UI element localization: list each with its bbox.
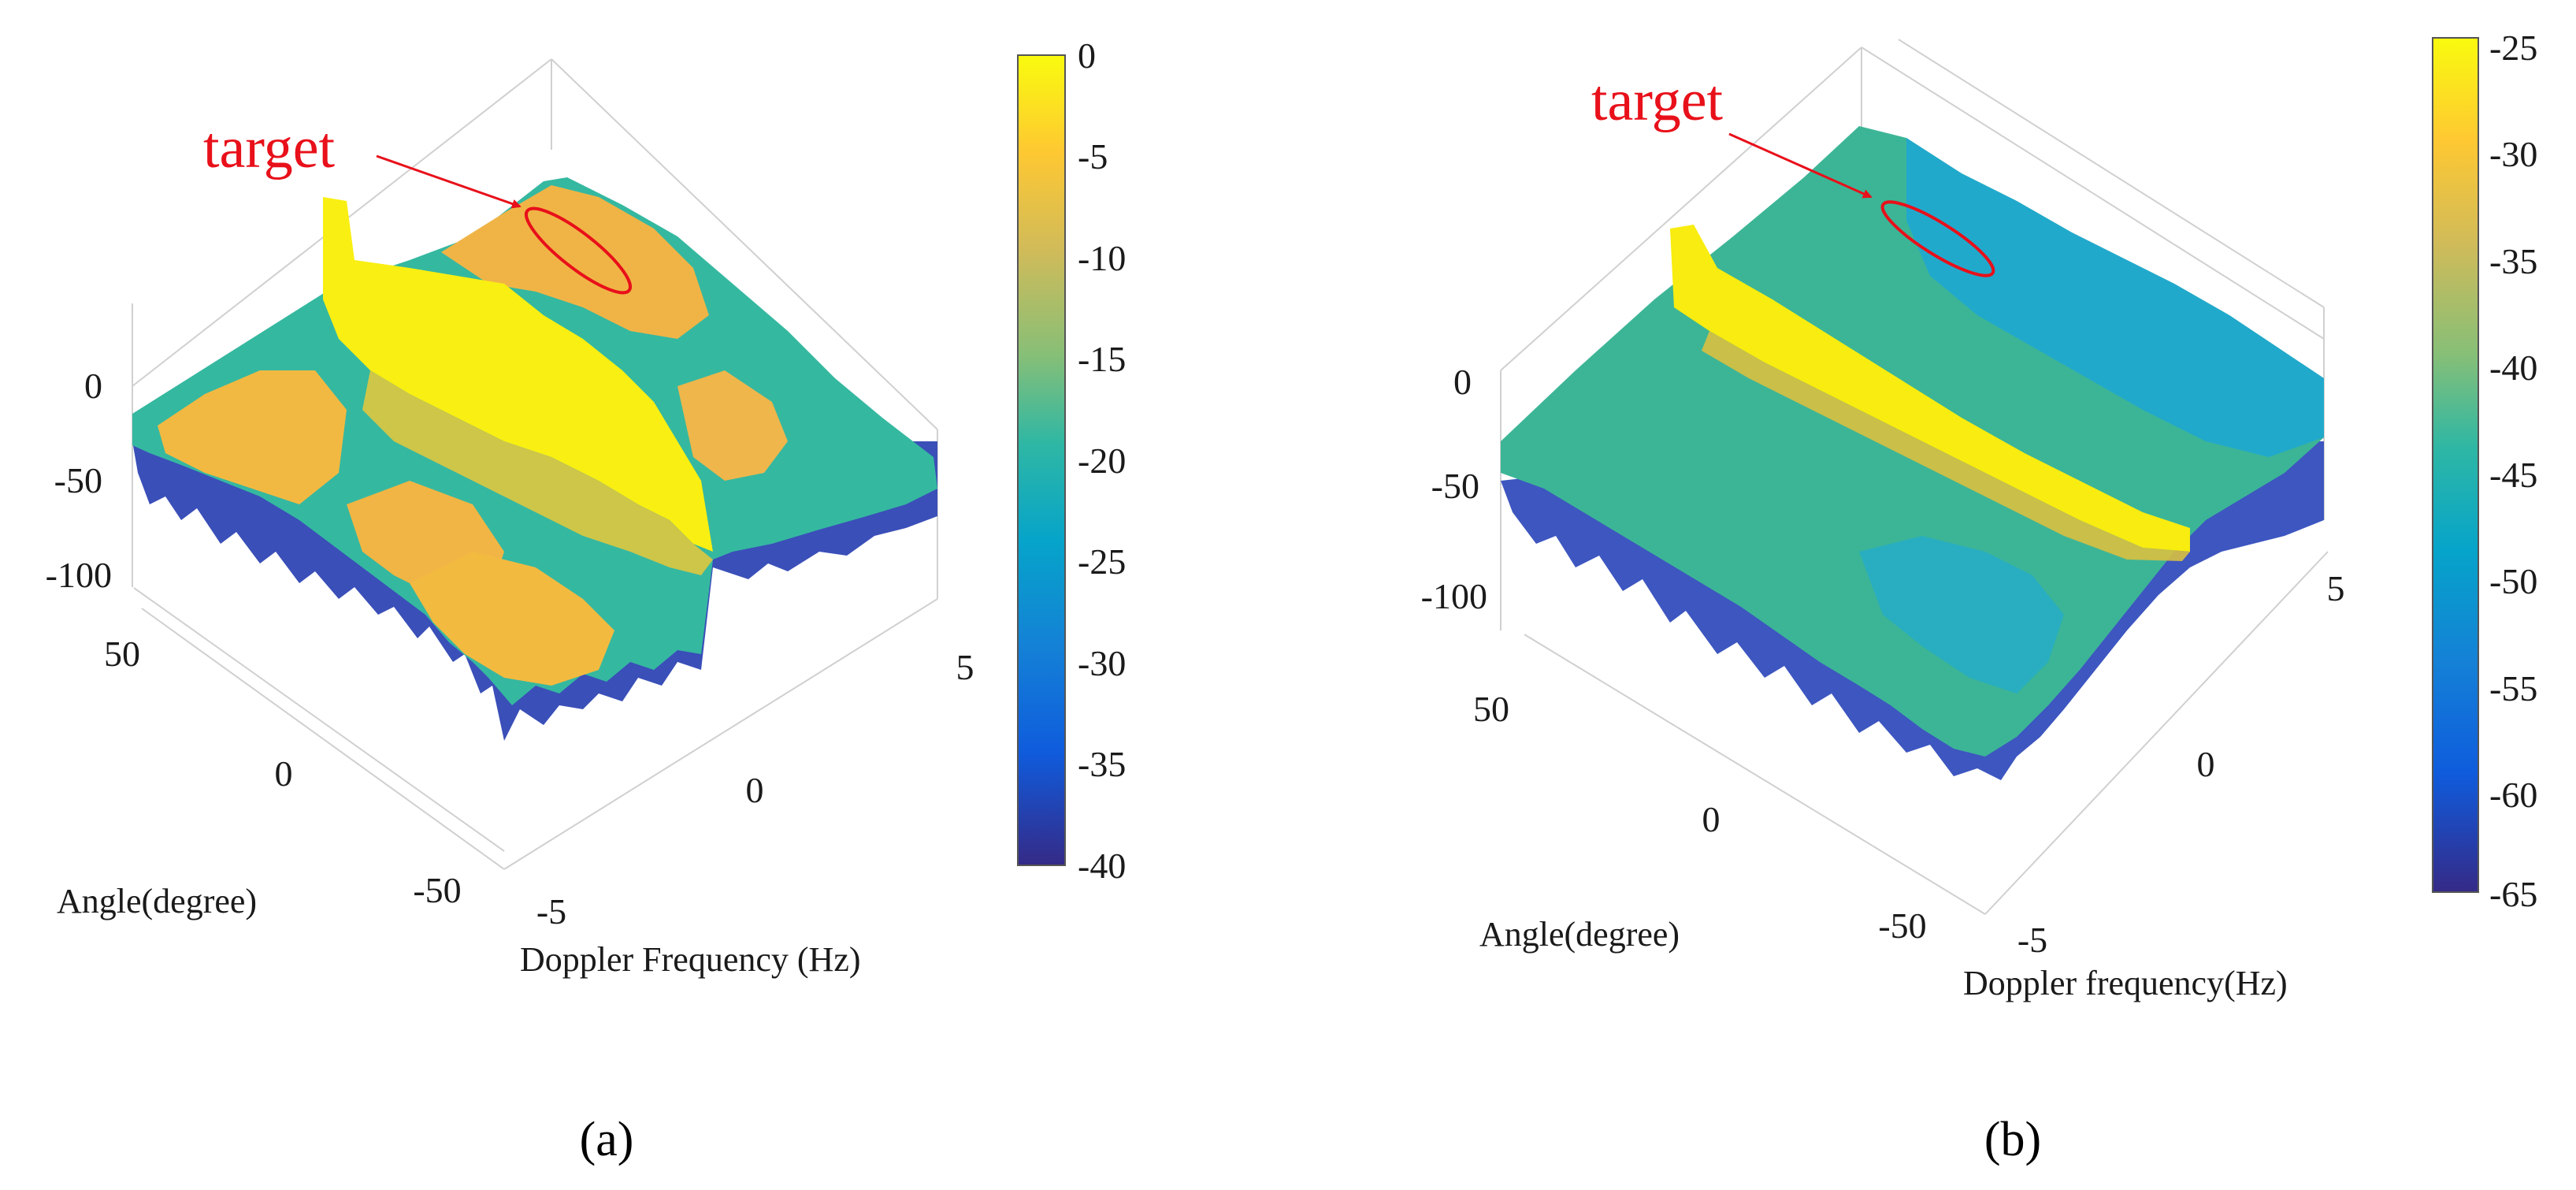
colorbar-b-tick: -50 bbox=[2489, 561, 2537, 601]
svg-text:-50: -50 bbox=[1431, 466, 1479, 506]
surface-a bbox=[132, 177, 937, 741]
y-ticks-b: 50 0 -50 bbox=[1473, 689, 1927, 946]
surface-a-warm-left bbox=[158, 370, 347, 504]
surface-a-warm-front bbox=[410, 552, 614, 686]
colorbar-a-tick: -20 bbox=[1078, 441, 1126, 481]
target-arrow-a bbox=[376, 154, 522, 209]
z-ticks-b: 0 -50 -100 bbox=[1421, 362, 1487, 616]
svg-text:50: 50 bbox=[104, 634, 140, 674]
colorbar-a-tick: -35 bbox=[1078, 744, 1126, 784]
colorbar-a-tick: -10 bbox=[1078, 238, 1126, 278]
target-annotation-b: target bbox=[1591, 69, 1995, 277]
panel-label-b: (b) bbox=[1984, 1113, 2041, 1166]
panel-a: target 0 -50 -100 50 0 -50 -5 0 5 Angle(… bbox=[46, 35, 1127, 1166]
colorbar-b-tick: -45 bbox=[2489, 455, 2537, 495]
y-ticks-a: 50 0 -50 bbox=[104, 634, 462, 910]
target-label-b: target bbox=[1591, 69, 1724, 133]
surface-b-cool-front bbox=[1859, 536, 2064, 694]
target-ellipse-a bbox=[524, 206, 633, 295]
y-axis-label-a: Angle(degree) bbox=[57, 882, 257, 920]
svg-text:0: 0 bbox=[1453, 362, 1472, 402]
colorbar-a-bar bbox=[1017, 54, 1066, 866]
colorbar-b: -25 -30 -35 -40 -45 -50 -55 -60 -65 bbox=[2432, 28, 2537, 914]
svg-text:0: 0 bbox=[1702, 799, 1720, 839]
colorbar-b-tick: -40 bbox=[2489, 348, 2537, 388]
svg-text:-50: -50 bbox=[1878, 906, 1926, 946]
svg-text:-5: -5 bbox=[536, 891, 566, 932]
target-arrow-b bbox=[1728, 132, 1873, 199]
surface-b bbox=[1501, 126, 2324, 780]
target-label-a: target bbox=[203, 116, 336, 180]
svg-text:0: 0 bbox=[2197, 744, 2215, 784]
target-ellipse-b bbox=[1880, 200, 1995, 277]
colorbar-a: 0 -5 -10 -15 -20 -25 -30 -35 -40 bbox=[1017, 35, 1126, 886]
colorbar-a-tick: -25 bbox=[1078, 541, 1126, 582]
colorbar-b-tick: -60 bbox=[2489, 775, 2537, 815]
colorbar-b-tick: -30 bbox=[2489, 134, 2537, 174]
x-axis-label-b: Doppler frequency(Hz) bbox=[1963, 964, 2288, 1002]
svg-text:50: 50 bbox=[1473, 689, 1509, 729]
svg-text:5: 5 bbox=[956, 647, 974, 687]
svg-text:0: 0 bbox=[275, 753, 293, 794]
svg-text:-100: -100 bbox=[46, 555, 112, 595]
colorbar-a-tick: 0 bbox=[1078, 35, 1096, 76]
x-ticks-a: -5 0 5 bbox=[536, 647, 974, 932]
svg-text:5: 5 bbox=[2327, 568, 2345, 608]
colorbar-b-tick: -35 bbox=[2489, 241, 2537, 281]
svg-text:-5: -5 bbox=[2017, 920, 2047, 960]
colorbar-a-tick: -5 bbox=[1078, 136, 1108, 177]
y-axis-label-b: Angle(degree) bbox=[1479, 915, 1680, 954]
z-ticks-a: 0 -50 -100 bbox=[46, 366, 112, 595]
target-annotation-a: target bbox=[203, 116, 633, 295]
colorbar-b-bar bbox=[2432, 37, 2479, 893]
colorbar-a-tick: -30 bbox=[1078, 643, 1126, 683]
svg-text:-50: -50 bbox=[413, 870, 461, 910]
svg-text:-100: -100 bbox=[1421, 576, 1487, 616]
colorbar-a-tick: -40 bbox=[1078, 846, 1126, 886]
colorbar-b-tick: -65 bbox=[2489, 874, 2537, 914]
surface-a-warm-right bbox=[677, 370, 788, 481]
colorbar-a-tick: -15 bbox=[1078, 339, 1126, 379]
colorbar-b-tick: -55 bbox=[2489, 668, 2537, 708]
surface-a-ridge bbox=[323, 197, 713, 552]
panel-label-a: (a) bbox=[580, 1113, 634, 1166]
x-ticks-b: -5 0 5 bbox=[2017, 568, 2345, 960]
svg-text:0: 0 bbox=[84, 366, 102, 406]
surface-a-ridge-shadow bbox=[362, 370, 713, 575]
colorbar-b-tick: -25 bbox=[2489, 28, 2537, 68]
surface-b-ridge bbox=[1670, 225, 2190, 552]
svg-text:-50: -50 bbox=[54, 460, 102, 500]
x-axis-label-a: Doppler Frequency (Hz) bbox=[520, 940, 861, 979]
surface-a-warm-back bbox=[441, 185, 709, 339]
panel-b: target 0 -50 -100 50 0 -50 -5 0 5 Angle(… bbox=[1421, 28, 2538, 1166]
surface-b-cool-right bbox=[1906, 138, 2324, 457]
svg-text:0: 0 bbox=[746, 770, 764, 810]
